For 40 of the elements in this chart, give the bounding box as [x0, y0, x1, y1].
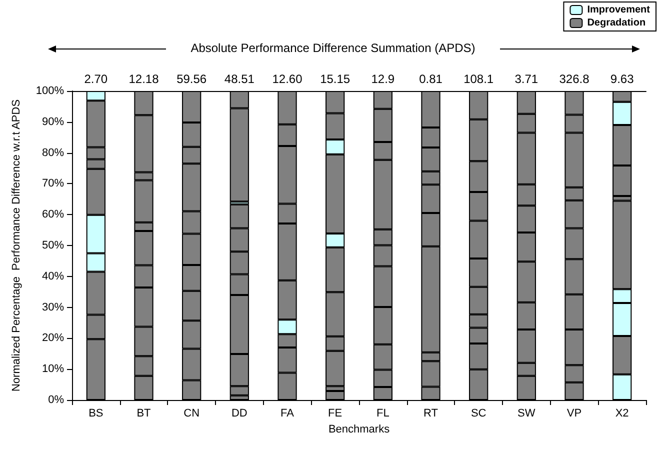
text: 326.8 [559, 72, 590, 86]
x-tick-label: DD [231, 408, 248, 420]
x-tick-label: FL [376, 408, 390, 420]
x-axis-title: Benchmarks [328, 424, 390, 436]
text: 48.51 [224, 72, 255, 86]
text: 0.81 [419, 72, 443, 86]
x-tick-label: BS [88, 408, 104, 420]
legend-label: Improvement [587, 4, 651, 16]
y-tick-label: 10% [42, 363, 64, 376]
x-tick-label: VP [566, 408, 582, 420]
text: 12.9 [371, 72, 395, 86]
y-tick-label: 80% [42, 146, 64, 159]
x-tick-label: X2 [615, 408, 629, 420]
legend-label: Degradation [587, 18, 646, 28]
text: 12.18 [128, 72, 160, 86]
x-tick-label: FA [280, 408, 295, 420]
y-tick-label: 30% [42, 301, 64, 314]
x-tick-label: SC [470, 408, 486, 420]
y-tick-label: 60% [42, 208, 64, 221]
y-tick-label: 20% [42, 332, 64, 344]
x-tick-label: CN [184, 408, 200, 420]
y-tick-label: 0% [48, 394, 64, 406]
x-tick-label: SW [518, 408, 536, 420]
text: 59.56 [176, 72, 207, 86]
text: Absolute Performance Difference Summation (APDS) [190, 41, 476, 55]
y-tick-label: 50% [42, 240, 64, 252]
text: 3.71 [514, 72, 538, 86]
text: 9.63 [610, 72, 634, 86]
y-tick-label: 40% [42, 270, 64, 282]
x-tick-label: BT [136, 408, 152, 420]
text: 15.15 [320, 72, 350, 86]
x-tick-label: FE [328, 408, 342, 420]
y-axis-title: Normalized Percentage Performance Difference w.r.t APDS [10, 99, 22, 392]
text: 12.60 [272, 72, 303, 86]
y-tick-label: 90% [42, 116, 64, 128]
y-tick-label: 70% [42, 178, 64, 190]
x-tick-label: RT [424, 408, 438, 420]
y-tick-label: 100% [36, 85, 64, 97]
text: 108.1 [464, 72, 494, 86]
text: 2.70 [84, 72, 108, 86]
